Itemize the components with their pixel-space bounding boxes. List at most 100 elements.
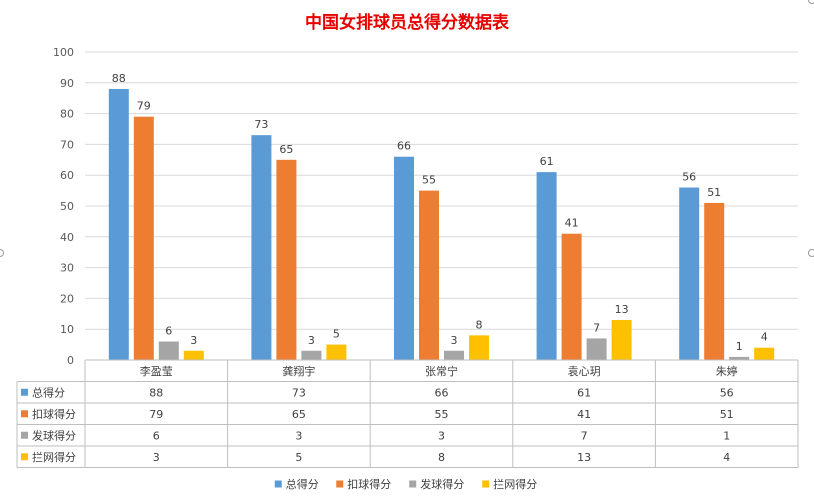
legend-label: 发球得分 [420, 477, 464, 491]
legend-label: 总得分 [286, 477, 319, 491]
table-series-name: 总得分 [32, 385, 65, 399]
data-label: 1 [736, 340, 743, 353]
data-label: 4 [761, 331, 768, 344]
bar [561, 233, 582, 360]
data-label: 56 [682, 171, 696, 184]
chart-title: 中国女排球员总得分数据表 [305, 12, 510, 33]
table-cell: 66 [435, 386, 449, 399]
table-cell: 73 [292, 386, 306, 399]
bar [729, 356, 750, 360]
table-cell: 3 [438, 429, 445, 442]
legend-key [274, 480, 282, 488]
data-label: 73 [254, 118, 268, 131]
resize-handle-top-right[interactable] [808, 0, 814, 4]
data-label: 3 [451, 334, 458, 347]
bar [419, 190, 439, 360]
table-legend-key [21, 410, 28, 418]
data-label: 65 [279, 143, 293, 156]
y-tick-label: 60 [60, 169, 74, 182]
data-label: 55 [422, 174, 436, 187]
table-cell: 3 [295, 429, 302, 442]
bar [444, 350, 464, 360]
y-tick-label: 100 [53, 46, 74, 59]
category-label: 朱婷 [716, 364, 738, 378]
data-label: 3 [190, 334, 197, 347]
data-label: 13 [615, 303, 629, 316]
bar [586, 338, 607, 360]
y-tick-label: 20 [60, 292, 74, 305]
legend-key [482, 480, 490, 488]
data-label: 7 [593, 321, 600, 334]
bar [326, 344, 347, 360]
table-cell: 65 [292, 408, 306, 421]
bar [679, 187, 700, 360]
y-tick-label: 30 [60, 262, 74, 275]
data-label: 51 [707, 186, 721, 199]
table-cell: 56 [720, 386, 734, 399]
table-series-name: 拦网得分 [32, 450, 76, 464]
table-cell: 5 [295, 451, 302, 464]
table-cell: 1 [723, 429, 730, 442]
data-label: 8 [476, 318, 483, 331]
legend-label: 扣球得分 [347, 477, 391, 491]
bar [704, 202, 725, 360]
table-cell: 79 [149, 408, 163, 421]
bar [611, 319, 632, 360]
table-legend-key [21, 388, 28, 396]
category-label: 袁心玥 [568, 365, 601, 378]
data-label: 79 [137, 100, 151, 113]
y-tick-label: 80 [60, 108, 74, 121]
category-label: 龚翔宇 [282, 364, 315, 378]
table-cell: 8 [438, 451, 445, 464]
y-axis: 0 10 20 30 40 50 60 70 80 90 100 [53, 46, 74, 367]
table-legend-key [21, 453, 28, 461]
data-label: 66 [397, 140, 411, 153]
legend: 总得分 扣球得分 发球得分 拦网得分 [274, 477, 537, 491]
bar [301, 350, 322, 360]
table-cell: 3 [153, 451, 160, 464]
data-label: 5 [333, 328, 340, 341]
y-tick-label: 50 [60, 200, 74, 213]
table-series-name: 扣球得分 [32, 407, 76, 421]
table-series-name: 发球得分 [32, 428, 76, 442]
table-cell: 41 [577, 408, 591, 421]
legend-label: 拦网得分 [493, 477, 537, 491]
data-label: 88 [112, 72, 126, 85]
y-tick-label: 0 [67, 354, 74, 367]
bars [108, 88, 775, 361]
bar [394, 156, 414, 360]
bar [251, 135, 272, 360]
bar [536, 172, 557, 360]
table-cell: 55 [435, 408, 449, 421]
data-label: 3 [308, 334, 315, 347]
bar [108, 88, 129, 361]
legend-key [336, 480, 344, 488]
table-cell: 13 [577, 451, 591, 464]
bar [183, 350, 204, 360]
bar [469, 335, 489, 360]
table-cell: 88 [149, 386, 163, 399]
table-cell: 61 [577, 386, 591, 399]
y-tick-label: 10 [60, 323, 74, 336]
table-legend-key [21, 431, 28, 439]
data-label: 61 [540, 155, 554, 168]
bar [158, 341, 179, 360]
table-cell: 7 [581, 429, 588, 442]
bar [754, 347, 775, 360]
table-cell: 4 [723, 451, 730, 464]
data-labels: 88 79 6 3 73 65 3 5 66 55 3 8 61 41 7 13 56 51 1 4 [112, 72, 768, 353]
data-label: 6 [165, 325, 172, 338]
resize-handle-right[interactable] [808, 249, 814, 257]
data-label: 41 [565, 217, 579, 230]
y-tick-label: 40 [60, 231, 74, 244]
table-cell: 6 [153, 429, 160, 442]
table-cell: 51 [720, 408, 734, 421]
gridlines [85, 51, 798, 361]
category-label: 张常宁 [425, 364, 458, 378]
y-tick-label: 90 [60, 77, 74, 90]
y-tick-label: 70 [60, 138, 74, 151]
bar [276, 159, 297, 360]
bar [133, 116, 154, 361]
